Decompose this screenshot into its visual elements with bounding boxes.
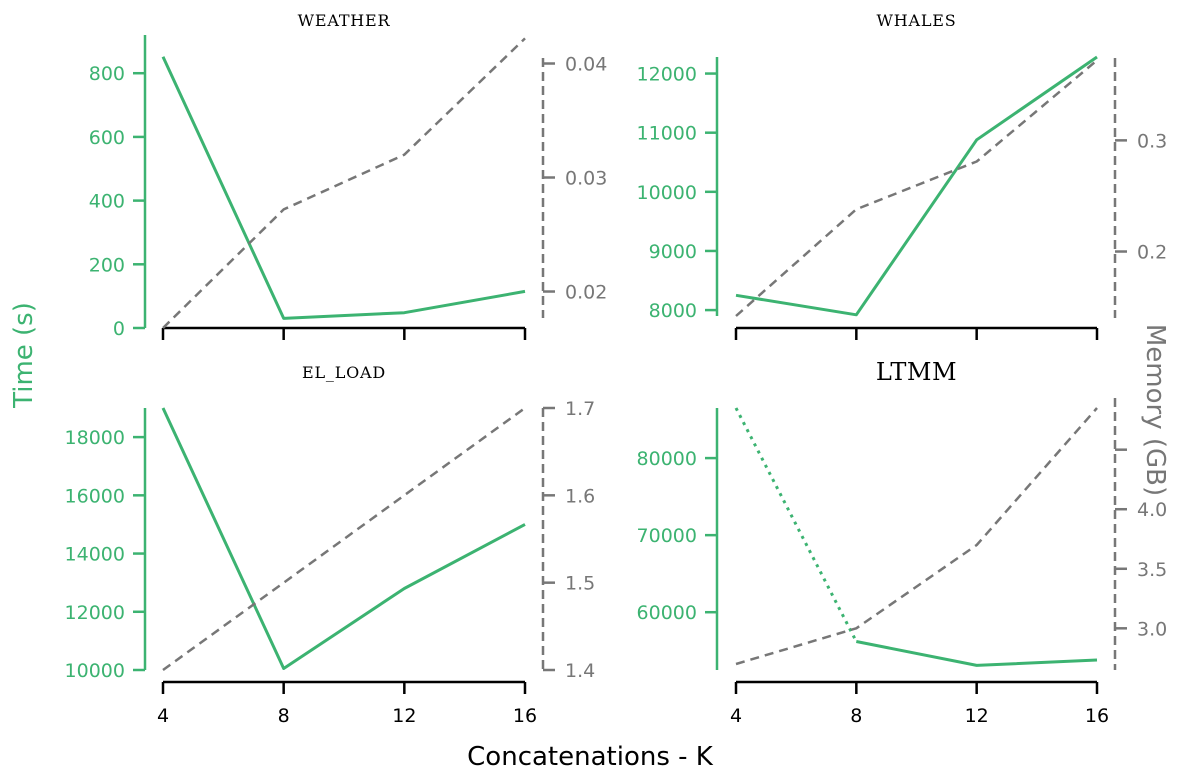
panel-1-left-tick-label: 800: [89, 63, 125, 85]
panel-3-x-tick-label: 4: [157, 705, 169, 727]
panel-4-right-tick-label: 3.0: [1137, 618, 1167, 640]
panel-3-right-tick-label: 1.6: [565, 485, 595, 507]
panel-4-title: LTMM: [876, 358, 957, 386]
panel-2-title: WHALES: [876, 11, 956, 30]
panel-2-left-tick-label: 9000: [649, 241, 697, 263]
panel-3-left-tick-label: 12000: [65, 602, 125, 624]
panel-3-left-tick-label: 10000: [65, 660, 125, 682]
panel-1-memory-line: [162, 37, 526, 329]
panel-1-right-tick-label: 0.02: [565, 282, 607, 304]
panel-1-left-tick-label: 0: [113, 318, 125, 340]
panel-4-left-tick-label: 80000: [637, 448, 697, 470]
panel-2-left-tick-label: 10000: [637, 182, 697, 204]
panel-2: WHALES 8000 9000 10000 11000 12000 0.2 0.3: [637, 11, 1167, 340]
panel-1: WEATHER 0 200 400 600 800 0.02 0.03 0.04: [89, 11, 607, 340]
panel-1-left-tick-label: 400: [89, 191, 125, 213]
panel-2-right-tick-label: 0.2: [1137, 242, 1167, 264]
panel-3-right-tick-label: 1.5: [565, 573, 595, 595]
panel-1-left-tick-label: 600: [89, 127, 125, 149]
panel-3-time-line: [161, 407, 526, 670]
panel-1-title: WEATHER: [298, 11, 391, 30]
panel-4: LTMM 4 8 12 16 60000 70000 80000 3.0 3.5 4.0: [637, 358, 1168, 727]
left-axis-label: Time (s): [9, 302, 39, 409]
right-axis-label: Memory (GB): [1140, 324, 1170, 496]
panel-3-x-tick-label: 12: [392, 705, 416, 727]
panel-4-x-tick-label: 8: [850, 705, 862, 727]
panel-3-left-tick-label: 16000: [65, 485, 125, 507]
panel-3: EL_LOAD 4 8 12 16 10000 12000 14000 16000 18000 1.…: [65, 363, 596, 727]
panel-2-time-line: [735, 55, 1098, 317]
panel-2-left-tick-label: 11000: [637, 123, 697, 145]
panel-1-time-line: [161, 56, 526, 320]
panel-1-left-tick-label: 200: [89, 254, 125, 276]
panel-4-right-tick-label: 3.5: [1137, 559, 1167, 581]
panel-4-memory-line: [735, 407, 1098, 666]
panel-4-right-tick-label: 4.0: [1137, 499, 1167, 521]
panel-2-left-tick-label: 8000: [649, 300, 697, 322]
panel-4-time-line-dotted: [734, 407, 858, 643]
x-axis-label: Concatenations - K: [467, 742, 714, 772]
panel-4-x-tick-label: 12: [965, 705, 989, 727]
panel-4-x-tick-label: 16: [1085, 705, 1109, 727]
panel-3-right-tick-label: 1.4: [565, 660, 595, 682]
panel-3-right-tick-label: 1.7: [565, 398, 595, 420]
panel-4-left-tick-label: 60000: [637, 602, 697, 624]
panel-4-x-tick-label: 4: [730, 705, 742, 727]
panel-4-left-tick-label: 70000: [637, 525, 697, 547]
panel-3-left-tick-label: 18000: [65, 427, 125, 449]
panel-4-time-line: [856, 640, 1098, 667]
panel-3-title: EL_LOAD: [302, 363, 386, 382]
panel-2-right-tick-label: 0.3: [1137, 130, 1167, 152]
panel-3-x-tick-label: 16: [513, 705, 537, 727]
panel-2-memory-line: [735, 59, 1098, 317]
panel-1-right-tick-label: 0.03: [565, 168, 607, 190]
panel-2-left-tick-label: 12000: [637, 64, 697, 86]
panel-3-left-tick-label: 14000: [65, 544, 125, 566]
panel-3-x-tick-label: 8: [278, 705, 290, 727]
panel-1-right-tick-label: 0.04: [565, 54, 607, 76]
panel-3-memory-line: [162, 406, 526, 672]
